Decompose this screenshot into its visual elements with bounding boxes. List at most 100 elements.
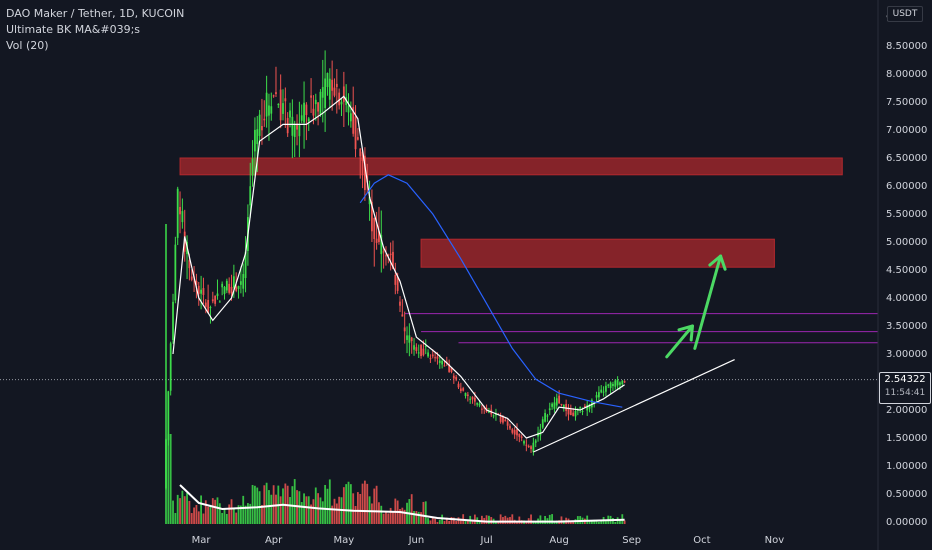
candle-body: [612, 383, 614, 387]
symbol-title[interactable]: DAO Maker / Tether, 1D, KUCOIN: [6, 7, 185, 20]
volume-bar: [300, 502, 303, 524]
candle-body: [169, 343, 172, 391]
volume-bar: [183, 496, 186, 524]
indicator-ma-label[interactable]: Ultimate BK MA&#039;s: [6, 23, 141, 36]
volume-bar: [349, 484, 352, 524]
y-tick-label: 5.50000: [886, 209, 927, 220]
arrow-head: [677, 324, 694, 342]
candle-body: [441, 360, 444, 365]
volume-bar: [218, 503, 221, 524]
volume-bar: [328, 479, 331, 524]
candle-body: [473, 397, 476, 402]
volume-bar: [356, 492, 359, 524]
candle-body: [572, 412, 575, 416]
volume-bar: [247, 503, 249, 524]
candle-body: [338, 92, 341, 106]
volume-bar: [485, 515, 488, 524]
candle-body: [368, 196, 371, 205]
arrow-shaft: [693, 254, 723, 350]
volume-bar: [188, 500, 191, 524]
candle-body: [307, 118, 310, 122]
candle-body: [420, 345, 422, 357]
candle-body: [619, 382, 621, 385]
candle-body: [282, 103, 284, 114]
volume-bar: [399, 509, 401, 524]
price-axis[interactable]: 0.000000.500001.000001.500002.000002.500…: [877, 0, 927, 550]
volume-bar: [254, 485, 256, 524]
arrow-head: [708, 254, 727, 271]
candle-body: [239, 281, 242, 285]
volume-bar: [225, 513, 228, 524]
volume-bar: [232, 508, 235, 524]
volume-bar: [429, 520, 432, 524]
candle-body: [165, 439, 167, 489]
time-axis[interactable]: Mar Apr May Jun Jul Aug Sep Oct Nov: [192, 535, 785, 546]
candle-body: [548, 408, 551, 411]
candle-body: [562, 404, 565, 408]
candle-body: [331, 79, 334, 91]
volume-bar: [354, 505, 357, 524]
candle-body: [211, 299, 214, 302]
candle-body: [216, 293, 219, 297]
volume-bar: [499, 514, 502, 524]
candle-body: [565, 403, 568, 411]
candle-body: [207, 300, 210, 314]
volume-bar: [293, 479, 296, 524]
volume-bar: [595, 521, 598, 524]
volume-bar: [511, 514, 514, 524]
volume-bar: [525, 521, 528, 524]
currency-badge[interactable]: USDT: [887, 6, 923, 22]
y-tick-label: 7.00000: [886, 125, 927, 136]
volume-bar: [378, 502, 380, 524]
candle-body: [335, 83, 338, 87]
candle-body: [513, 429, 516, 435]
candle-body: [333, 87, 336, 96]
candle-body: [167, 391, 170, 441]
volume-bar: [359, 493, 362, 524]
candle-body: [190, 276, 193, 280]
volume-bar: [464, 521, 467, 524]
x-tick-label: May: [333, 535, 354, 546]
candle-body: [270, 106, 273, 114]
volume-bar: [195, 504, 198, 524]
candle-body: [560, 403, 563, 405]
candle-body: [197, 285, 200, 294]
candle-body: [413, 345, 415, 350]
candle-body: [429, 358, 432, 360]
candle-body: [471, 396, 474, 400]
candle-body: [289, 110, 291, 118]
y-tick-label: 0.50000: [886, 489, 927, 500]
arrow-shaft: [665, 324, 694, 359]
candle-body: [502, 416, 504, 423]
x-tick-label: Jul: [480, 535, 493, 546]
volume-bar: [614, 521, 617, 524]
candle-body: [268, 105, 270, 116]
volume-bar: [333, 498, 336, 524]
volume-bar: [284, 483, 287, 524]
candle-body: [209, 307, 212, 309]
volume-bar: [495, 521, 497, 524]
volume-bar: [305, 496, 308, 524]
volume-bar: [366, 483, 369, 524]
volume-bar: [251, 484, 254, 524]
candle-body: [598, 392, 600, 398]
volume-bar: [445, 517, 448, 524]
candle-body: [406, 335, 408, 340]
volume-bar: [202, 513, 205, 524]
volume-bar: [314, 487, 317, 524]
volume-bar: [408, 499, 411, 524]
candle-body: [509, 425, 511, 429]
candle-body: [525, 444, 528, 446]
candle-body: [476, 402, 479, 405]
volume-bar: [193, 507, 195, 524]
candle-body: [569, 409, 572, 416]
indicator-volume-label[interactable]: Vol (20): [6, 39, 49, 52]
candle-body: [520, 436, 523, 439]
volume-bar: [387, 513, 390, 524]
supply-zones: [0, 157, 878, 381]
candle-body: [534, 440, 537, 443]
candle-body: [588, 404, 591, 409]
candle-body: [602, 391, 605, 393]
x-tick-label: Apr: [265, 535, 283, 546]
